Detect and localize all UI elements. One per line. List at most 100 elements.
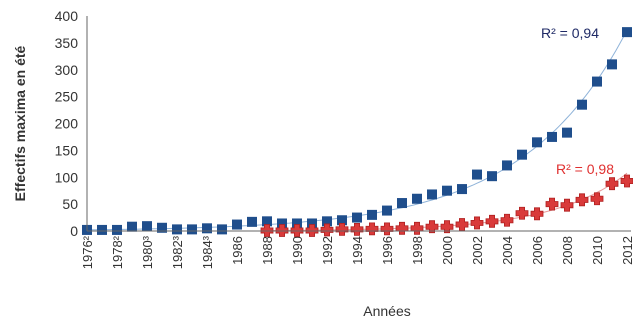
r2-label: R² = 0,94: [541, 25, 599, 41]
data-point-cross: [500, 213, 514, 227]
data-point-square: [442, 185, 452, 196]
x-tick-label: 2000: [440, 236, 455, 265]
y-tick-label: 350: [55, 35, 79, 51]
data-point-square: [97, 224, 107, 235]
data-point-square: [562, 127, 572, 138]
data-point-square: [247, 216, 257, 227]
data-point-cross: [365, 222, 379, 236]
y-axis-ticks: 0 50 100 150 200 250 300 350 400: [55, 8, 79, 239]
r2-label: R² = 0,98: [556, 161, 614, 177]
data-point-square: [217, 224, 227, 235]
trend-line-0: [86, 29, 628, 231]
x-tick-label: 2006: [530, 236, 545, 265]
data-point-cross: [380, 222, 394, 236]
trend-lines: [86, 29, 628, 232]
data-points: [82, 27, 633, 237]
x-tick-label: 1992: [320, 236, 335, 265]
data-point-square: [592, 76, 602, 87]
data-point-square: [367, 209, 377, 220]
data-point-square: [517, 149, 527, 160]
data-point-cross: [560, 198, 574, 212]
y-tick-label: 50: [62, 196, 78, 212]
data-point-cross: [320, 223, 334, 237]
x-tick-label: 2004: [500, 236, 515, 265]
x-tick-label: 1984³: [200, 235, 215, 269]
x-tick-label: 1976²: [80, 235, 95, 269]
data-point-square: [412, 193, 422, 204]
data-point-cross: [350, 222, 364, 236]
data-point-cross: [290, 224, 304, 237]
x-tick-label: 2008: [560, 236, 575, 265]
data-point-cross: [305, 224, 319, 237]
data-point-square: [112, 224, 122, 235]
data-point-cross: [395, 221, 409, 235]
x-axis-ticks: 1976² 1978² 1980³ 1982³ 1984³ 1986 1988 1990 199…: [80, 235, 633, 269]
data-point-square: [502, 160, 512, 171]
x-tick-label: 1998: [410, 236, 425, 265]
y-tick-label: 200: [55, 116, 79, 132]
data-point-square: [532, 137, 542, 148]
y-tick-label: 0: [70, 223, 78, 239]
data-point-cross: [605, 177, 619, 191]
data-point-square: [127, 221, 137, 232]
x-tick-label: 1978²: [110, 235, 125, 269]
y-axis-label: Effectifs maxima en été: [12, 45, 28, 201]
data-point-square: [352, 212, 362, 223]
y-tick-label: 300: [55, 62, 79, 78]
data-point-square: [487, 171, 497, 182]
data-point-square: [172, 224, 182, 235]
x-tick-label: 1990: [290, 236, 305, 265]
data-point-square: [292, 218, 302, 229]
x-tick-label: 1986: [230, 236, 245, 265]
data-point-square: [577, 99, 587, 110]
r2-annotations: R² = 0,94 R² = 0,98: [541, 25, 614, 177]
y-tick-label: 100: [55, 169, 79, 185]
data-point-square: [277, 218, 287, 229]
x-tick-label: 2002: [470, 236, 485, 265]
x-tick-label: 1988: [260, 236, 275, 265]
data-point-cross: [275, 224, 289, 237]
x-axis-label: Années: [363, 303, 410, 319]
y-tick-label: 250: [55, 89, 79, 105]
data-point-square: [457, 184, 467, 195]
x-tick-label: 1980³: [140, 235, 155, 269]
data-point-cross: [590, 192, 604, 206]
x-tick-label: 1996: [380, 236, 395, 265]
data-point-cross: [455, 218, 469, 231]
data-point-square: [472, 169, 482, 180]
x-tick-label: 2012: [620, 236, 633, 265]
y-tick-label: 150: [55, 142, 79, 158]
data-point-cross: [485, 214, 499, 228]
y-tick-label: 400: [55, 8, 79, 24]
data-point-cross: [425, 220, 439, 234]
data-point-cross: [620, 174, 633, 188]
data-point-square: [232, 219, 242, 230]
data-point-square: [337, 215, 347, 226]
data-point-cross: [515, 206, 529, 220]
data-point-square: [397, 198, 407, 209]
x-tick-label: 1994: [350, 236, 365, 265]
data-point-square: [157, 222, 167, 233]
data-point-square: [607, 59, 617, 70]
data-point-cross: [530, 207, 544, 221]
data-point-square: [382, 205, 392, 216]
data-point-square: [622, 27, 632, 38]
data-point-square: [187, 224, 197, 235]
data-point-square: [202, 223, 212, 234]
data-point-cross: [545, 197, 559, 211]
data-point-cross: [575, 193, 589, 207]
data-point-cross: [260, 224, 274, 237]
data-point-cross: [335, 222, 349, 236]
x-tick-label: 1982³: [170, 235, 185, 269]
data-point-square: [547, 131, 557, 142]
data-point-cross: [440, 220, 454, 234]
data-point-cross: [470, 216, 484, 230]
x-tick-label: 2010: [590, 236, 605, 265]
data-point-square: [307, 218, 317, 229]
data-point-square: [322, 216, 332, 227]
data-point-square: [142, 221, 152, 232]
data-point-square: [427, 189, 437, 200]
data-point-square: [262, 216, 272, 227]
data-point-cross: [410, 221, 424, 235]
